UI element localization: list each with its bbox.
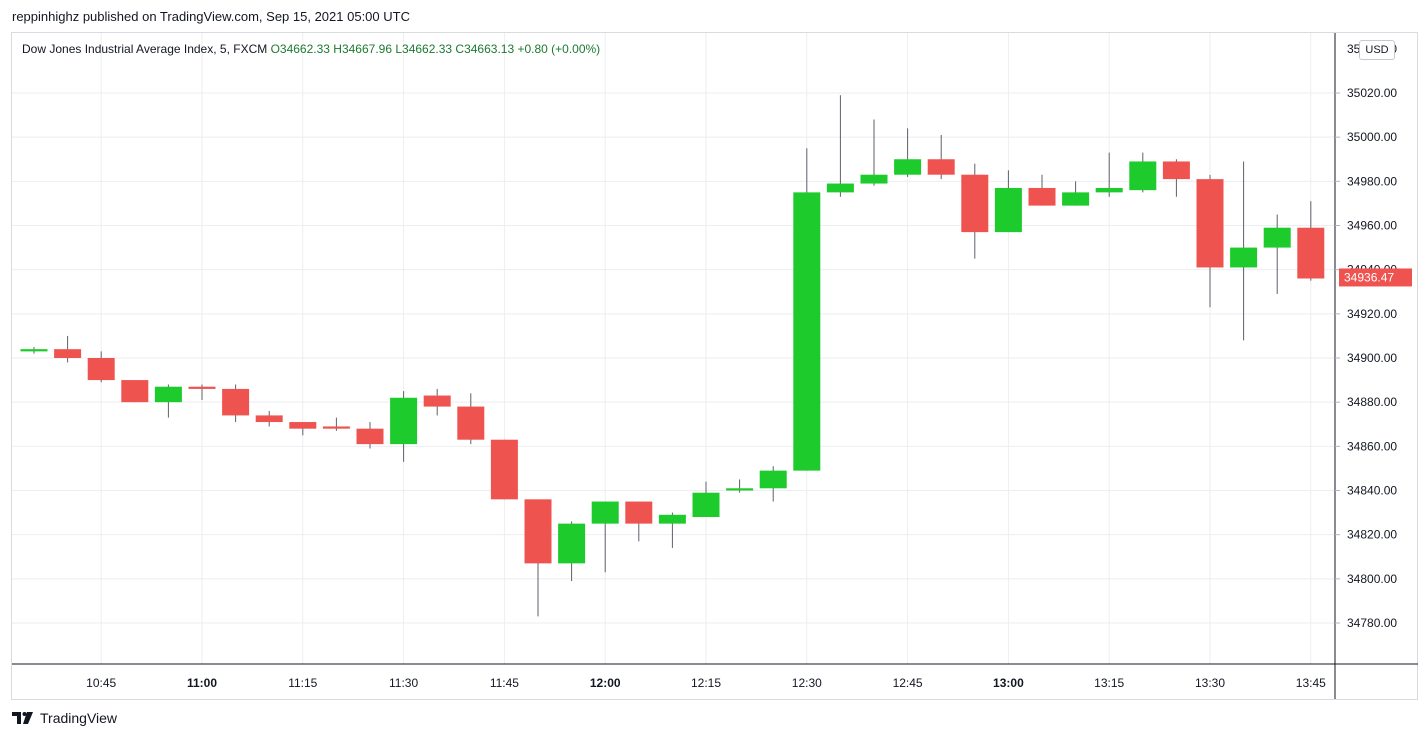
x-tick-label: 11:00 xyxy=(187,676,217,690)
candle-body xyxy=(121,380,149,403)
y-tick-label: 35000.00 xyxy=(1347,130,1397,144)
ohlc-values: O34662.33 H34667.96 L34662.33 C34663.13 … xyxy=(270,42,601,56)
tradingview-logo-icon xyxy=(12,712,33,724)
candle-body xyxy=(591,501,619,524)
candle-body xyxy=(20,349,48,352)
candle-body xyxy=(54,349,82,358)
last-price-box xyxy=(1339,268,1412,287)
candle-body xyxy=(289,422,317,429)
candle-body xyxy=(658,514,686,524)
published-info: reppinhighz published on TradingView.com… xyxy=(12,9,410,24)
candle-body xyxy=(87,358,115,381)
candle-body xyxy=(457,406,485,440)
tradingview-footer[interactable]: TradingView xyxy=(12,710,117,726)
candle-body xyxy=(860,174,888,184)
candle-body xyxy=(322,426,350,429)
candle-body xyxy=(490,439,518,500)
y-tick-label: 34980.00 xyxy=(1347,174,1397,188)
x-tick-label: 13:45 xyxy=(1296,676,1326,690)
y-axis-ticks: 34780.00 34800.00 34820.00 34840.00 34860.00… xyxy=(1335,42,1397,630)
x-tick-label: 12:15 xyxy=(691,676,721,690)
candle-body xyxy=(222,388,250,416)
x-tick-label: 12:30 xyxy=(792,676,822,690)
grid-lines xyxy=(12,33,1335,664)
candles xyxy=(20,95,1325,617)
y-tick-label: 34840.00 xyxy=(1347,484,1397,498)
candle-body xyxy=(1162,161,1190,180)
x-tick-label: 11:45 xyxy=(490,676,519,690)
candle-body xyxy=(625,501,653,524)
candle-body xyxy=(894,159,922,175)
candle-body xyxy=(759,470,787,489)
x-tick-label: 12:00 xyxy=(590,676,621,690)
candle-body xyxy=(524,499,552,564)
candle-body xyxy=(726,488,754,491)
axes xyxy=(12,33,1418,699)
candle-body xyxy=(1028,187,1056,206)
candle-body xyxy=(423,395,451,407)
candle-body xyxy=(826,183,854,193)
candle-body xyxy=(255,415,283,423)
y-tick-label: 34860.00 xyxy=(1347,439,1397,453)
x-tick-label: 11:15 xyxy=(288,676,317,690)
y-tick-label: 34960.00 xyxy=(1347,219,1397,233)
candle-body xyxy=(1230,247,1258,268)
y-tick-label: 34900.00 xyxy=(1347,351,1397,365)
candle-body xyxy=(154,386,182,403)
x-tick-label: 11:30 xyxy=(389,676,418,690)
candle-body xyxy=(1196,179,1224,268)
currency-button[interactable]: USD xyxy=(1359,40,1395,60)
y-tick-label: 34820.00 xyxy=(1347,528,1397,542)
y-tick-label: 34780.00 xyxy=(1347,616,1397,630)
y-tick-label: 35020.00 xyxy=(1347,86,1397,100)
candle-body xyxy=(1263,227,1291,248)
candle-body xyxy=(692,492,720,517)
candle-body xyxy=(188,386,216,389)
candle-body xyxy=(390,397,418,445)
candle-body xyxy=(558,523,586,564)
candle-body xyxy=(994,187,1022,233)
last-price-tag: 34936.47 xyxy=(1339,268,1412,287)
candle-body xyxy=(1062,192,1090,206)
x-tick-label: 13:15 xyxy=(1094,676,1124,690)
y-tick-label: 34920.00 xyxy=(1347,307,1397,321)
tradingview-brand: TradingView xyxy=(40,710,118,726)
x-axis-ticks: 10:45 11:00 11:15 11:30 11:45 12:00 12:15 12:30… xyxy=(86,676,1326,690)
x-tick-label: 13:00 xyxy=(993,676,1024,690)
x-tick-label: 13:30 xyxy=(1195,676,1225,690)
chart-frame xyxy=(11,32,1418,700)
candle-body xyxy=(1129,161,1157,191)
candle-body xyxy=(961,174,989,233)
candle-body xyxy=(1095,187,1123,193)
candle-body xyxy=(356,428,384,445)
instrument-label: Dow Jones Industrial Average Index, 5, F… xyxy=(22,42,268,56)
candle-body xyxy=(927,159,955,175)
symbol-legend: Dow Jones Industrial Average Index, 5, F… xyxy=(22,42,600,56)
y-tick-label: 34880.00 xyxy=(1347,395,1397,409)
candle-body xyxy=(1297,227,1325,279)
y-tick-label: 34800.00 xyxy=(1347,572,1397,586)
x-tick-label: 10:45 xyxy=(86,676,116,690)
x-tick-label: 12:45 xyxy=(893,676,923,690)
candle-body xyxy=(793,192,821,471)
last-price-label: 34936.47 xyxy=(1344,270,1394,284)
